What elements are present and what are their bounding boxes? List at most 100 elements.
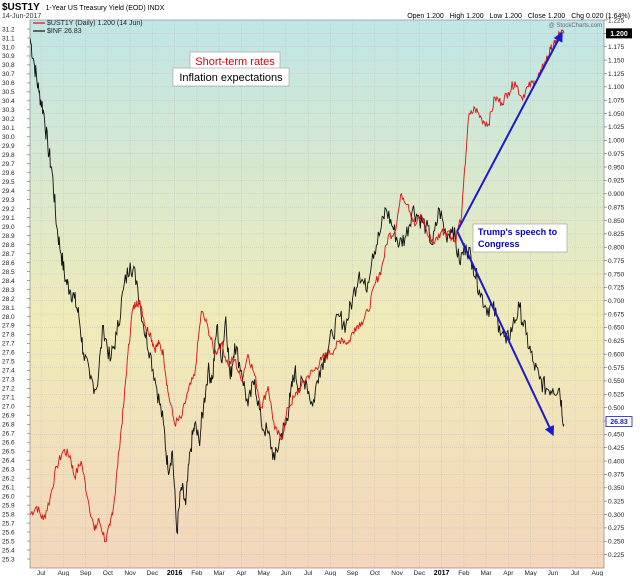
watermark: @ StockCharts.com xyxy=(549,23,602,29)
right-tick-label: 1.225 xyxy=(608,17,625,24)
right-tick-label: 0.775 xyxy=(608,258,625,265)
left-tick-label: 28.9 xyxy=(2,233,15,240)
left-tick-label: 30.9 xyxy=(2,53,15,60)
left-tick-label: 27.7 xyxy=(2,341,15,348)
chart-date: 14-Jun-2017 xyxy=(2,13,41,20)
left-tick-label: 31.1 xyxy=(2,35,15,42)
right-tick-label: 1.175 xyxy=(608,44,625,51)
right-tick-label: 1.050 xyxy=(608,111,625,118)
left-tick-label: 25.4 xyxy=(2,547,15,554)
right-tick-label: 0.700 xyxy=(608,298,625,305)
legend: $UST1Y (Daily) 1.200 (14 Jun) $INF 26.83 xyxy=(33,20,143,35)
right-tick-label: 0.925 xyxy=(608,178,625,185)
x-tick-label: May xyxy=(257,570,270,576)
right-tick-label: 0.425 xyxy=(608,445,625,452)
inf-last-value-box xyxy=(605,416,633,427)
left-tick-label: 26.7 xyxy=(2,431,15,438)
right-tick-label: 0.225 xyxy=(608,552,625,559)
right-tick-label: 1.125 xyxy=(608,71,625,78)
x-tick-label: 2017 xyxy=(434,570,450,576)
trump-speech-label-line2: Congress xyxy=(478,239,520,249)
left-tick-label: 27.2 xyxy=(2,386,15,393)
short-term-rates-label: Short-term rates xyxy=(195,56,275,68)
right-tick-label: 0.825 xyxy=(608,231,625,238)
left-tick-label: 30.8 xyxy=(2,62,15,69)
left-tick-label: 28.1 xyxy=(2,305,15,312)
left-tick-label: 27.4 xyxy=(2,368,15,375)
x-tick-label: Jun xyxy=(281,570,292,576)
arrow-up xyxy=(456,31,563,232)
x-tick-label: May xyxy=(524,570,537,576)
left-tick-label: 29.0 xyxy=(2,224,15,231)
right-tick-label: 1.150 xyxy=(608,57,625,64)
x-tick-label: Dec xyxy=(147,570,159,576)
left-tick-label: 30.1 xyxy=(2,125,15,132)
right-tick-label: 0.725 xyxy=(608,285,625,292)
left-tick-label: 30.6 xyxy=(2,80,15,87)
right-tick-label: 1.025 xyxy=(608,124,625,131)
left-tick-label: 26.5 xyxy=(2,449,15,456)
right-tick-label: 0.600 xyxy=(608,351,625,358)
right-tick-label: 0.450 xyxy=(608,432,625,439)
right-tick-label: 0.650 xyxy=(608,325,625,332)
left-tick-label: 29.2 xyxy=(2,206,15,213)
left-tick-label: 28.0 xyxy=(2,314,15,321)
left-tick-label: 26.6 xyxy=(2,440,15,447)
x-tick-label: Mar xyxy=(214,570,226,576)
right-tick-label: 1.000 xyxy=(608,138,625,145)
left-tick-label: 26.4 xyxy=(2,457,15,464)
left-tick-label: 25.3 xyxy=(2,556,15,563)
left-tick-label: 27.5 xyxy=(2,359,15,366)
right-tick-label: 0.975 xyxy=(608,151,625,158)
right-tick-label: 0.300 xyxy=(608,512,625,519)
legend-label-inf: $INF 26.83 xyxy=(47,28,82,35)
right-tick-label: 0.400 xyxy=(608,458,625,465)
x-axis-ticks: Jul Aug Sep Oct Nov Dec 2016 Feb Mar Apr May Jun Jul… xyxy=(37,570,604,577)
x-tick-label: Dec xyxy=(414,570,426,576)
left-tick-label: 25.7 xyxy=(2,520,15,527)
right-tick-label: 0.750 xyxy=(608,271,625,278)
left-tick-label: 28.7 xyxy=(2,251,15,258)
left-tick-label: 30.4 xyxy=(2,98,15,105)
x-tick-label: Apr xyxy=(236,570,247,576)
left-tick-label: 29.1 xyxy=(2,215,15,222)
left-tick-label: 28.4 xyxy=(2,278,15,285)
ust1y-last-value: 1.200 xyxy=(610,31,628,38)
left-tick-label: 28.5 xyxy=(2,269,15,276)
left-tick-label: 25.9 xyxy=(2,502,15,509)
left-tick-label: 27.3 xyxy=(2,377,15,384)
left-tick-label: 27.9 xyxy=(2,323,15,330)
left-tick-label: 26.1 xyxy=(2,484,15,491)
left-tick-label: 26.9 xyxy=(2,413,15,420)
ohlc-readout: Open 1.200 High 1.200 Low 1.200 Close 1.… xyxy=(407,13,630,20)
x-tick-label: Nov xyxy=(391,570,403,576)
x-tick-label: Feb xyxy=(458,570,470,576)
x-tick-label: Jul xyxy=(571,570,580,576)
x-tick-label: Aug xyxy=(58,570,70,576)
x-tick-label: Jul xyxy=(304,570,313,576)
x-tick-label: Apr xyxy=(503,570,514,576)
left-axis-ticks: 25.3 25.4 25.5 25.6 25.7 25.8 25.9 26.0 26.1 26.2… xyxy=(2,26,30,563)
left-tick-label: 27.1 xyxy=(2,395,15,402)
right-tick-label: 0.350 xyxy=(608,485,625,492)
ust1y-series-line xyxy=(30,29,565,543)
gridlines xyxy=(30,19,604,568)
trump-speech-label-line1: Trump's speech to xyxy=(478,227,558,237)
x-tick-label: Sep xyxy=(80,570,92,576)
trump-speech-label-box xyxy=(472,223,568,253)
x-tick-label: Aug xyxy=(592,570,604,576)
left-tick-label: 31.0 xyxy=(2,44,15,51)
right-tick-label: 0.525 xyxy=(608,392,625,399)
left-tick-label: 26.3 xyxy=(2,466,15,473)
left-tick-label: 29.3 xyxy=(2,197,15,204)
right-tick-label: 0.625 xyxy=(608,338,625,345)
left-tick-label: 30.0 xyxy=(2,134,15,141)
right-axis-ticks: 0.225 0.250 0.275 0.300 0.325 0.350 0.375 0.400… xyxy=(604,17,625,559)
x-tick-label: 2016 xyxy=(167,570,183,576)
left-tick-label: 30.2 xyxy=(2,116,15,123)
x-tick-label: Sep xyxy=(347,570,359,576)
x-tick-label: Mar xyxy=(480,570,492,576)
right-tick-label: 0.375 xyxy=(608,472,625,479)
x-tick-label: Jul xyxy=(37,570,46,576)
